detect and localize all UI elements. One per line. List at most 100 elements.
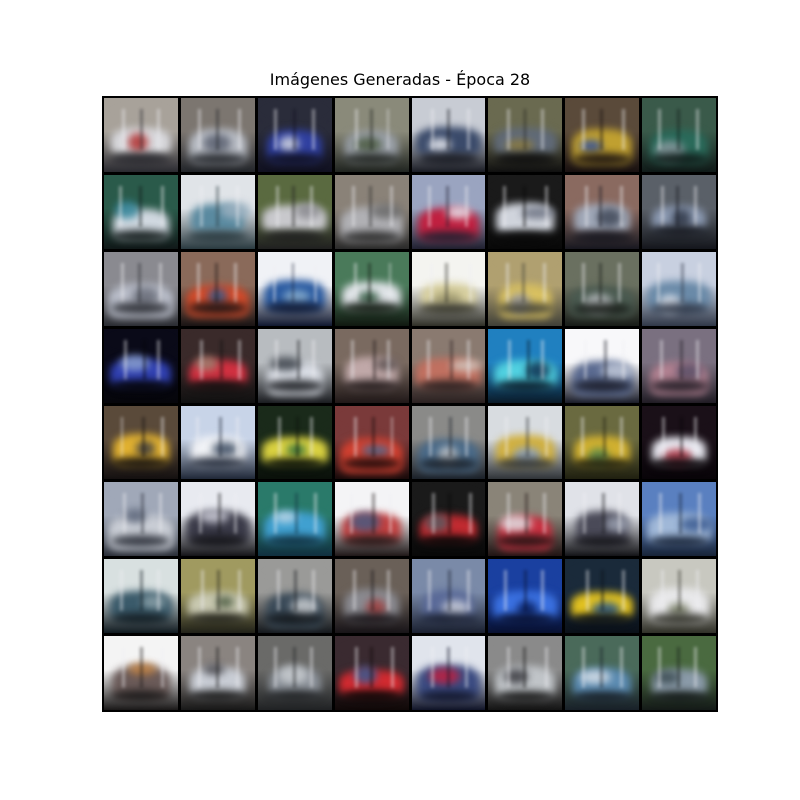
- generated-image-tile: [257, 559, 332, 634]
- tile-accent: [349, 512, 381, 532]
- tile-haze: [104, 405, 178, 436]
- generated-image-tile: [488, 328, 563, 403]
- tile-artifact-streak: [429, 416, 433, 458]
- tile-haze: [257, 405, 332, 436]
- tile-artifact-streak: [541, 339, 545, 381]
- tile-underside: [265, 230, 325, 243]
- tile-artifact-streak: [464, 647, 468, 688]
- tile-underside: [188, 230, 248, 243]
- generated-image-tile: [411, 328, 486, 403]
- tile-artifact-streak: [426, 339, 430, 381]
- tile-artifact-streak: [293, 109, 297, 150]
- tile-artifact-streak: [681, 262, 685, 304]
- tile-artifact-streak: [196, 416, 200, 458]
- tile-accent: [366, 598, 386, 618]
- tile-underside: [265, 612, 325, 625]
- generated-image-grid: [104, 98, 716, 710]
- generated-image-tile: [334, 98, 409, 172]
- tile-underside: [495, 613, 555, 625]
- tile-accent: [441, 599, 469, 618]
- generated-image-tile: [180, 559, 255, 634]
- tile-artifact-streak: [219, 339, 223, 381]
- tile-haze: [642, 251, 716, 282]
- tile-accent: [123, 508, 146, 524]
- tile-haze: [180, 328, 255, 359]
- tile-accent: [207, 288, 228, 305]
- generated-image-tile: [565, 482, 640, 557]
- tile-artifact-streak: [450, 339, 454, 381]
- tile-accent: [433, 291, 462, 305]
- tile-haze: [104, 251, 178, 282]
- generated-image-tile: [565, 174, 640, 249]
- tile-accent: [525, 360, 551, 380]
- tile-artifact-streak: [521, 262, 525, 304]
- tile-underside: [188, 379, 248, 392]
- image-grid-frame: [102, 96, 718, 712]
- tile-artifact-streak: [123, 493, 126, 535]
- tile-underside: [342, 153, 402, 165]
- tile-accent: [115, 200, 139, 219]
- tile-artifact-streak: [583, 493, 587, 535]
- tile-artifact-streak: [233, 493, 237, 535]
- tile-haze: [257, 251, 332, 282]
- tile-artifact-streak: [582, 109, 586, 150]
- generated-image-tile: [334, 559, 409, 634]
- tile-artifact-streak: [506, 647, 510, 688]
- tile-artifact-streak: [355, 109, 359, 150]
- tile-artifact-streak: [677, 109, 680, 150]
- tile-haze: [488, 559, 563, 589]
- tile-artifact-streak: [218, 416, 222, 458]
- tile-accent: [424, 513, 449, 532]
- tile-underside: [265, 379, 325, 392]
- generated-image-tile: [180, 328, 255, 403]
- tile-artifact-streak: [680, 339, 684, 381]
- tile-artifact-streak: [468, 262, 472, 304]
- tile-underside: [342, 230, 402, 243]
- tile-artifact-streak: [506, 109, 510, 150]
- tile-artifact-streak: [373, 339, 377, 381]
- tile-underside: [111, 457, 171, 470]
- tile-artifact-streak: [123, 339, 127, 381]
- tile-artifact-streak: [214, 262, 218, 304]
- tile-haze: [257, 328, 332, 359]
- generated-image-tile: [257, 174, 332, 249]
- tile-artifact-streak: [310, 416, 314, 458]
- tile-artifact-streak: [217, 570, 221, 611]
- tile-artifact-streak: [584, 339, 588, 381]
- generated-image-tile: [104, 174, 178, 249]
- tile-underside: [342, 457, 402, 470]
- tile-accent: [199, 510, 229, 524]
- tile-artifact-streak: [505, 262, 509, 304]
- tile-artifact-streak: [314, 493, 318, 535]
- tile-accent: [521, 206, 555, 219]
- generated-image-tile: [642, 98, 716, 172]
- tile-accent: [579, 669, 612, 684]
- tile-artifact-streak: [696, 570, 700, 611]
- tile-artifact-streak: [292, 185, 296, 227]
- tile-artifact-streak: [430, 647, 434, 688]
- tile-artifact-streak: [696, 109, 699, 150]
- tile-artifact-streak: [603, 339, 607, 381]
- tile-artifact-streak: [599, 185, 603, 227]
- generated-image-tile: [334, 174, 409, 249]
- tile-underside: [111, 379, 171, 392]
- generated-image-tile: [334, 328, 409, 403]
- generated-image-tile: [642, 636, 716, 710]
- tile-artifact-streak: [351, 185, 355, 227]
- tile-underside: [418, 380, 478, 392]
- tile-artifact-streak: [659, 339, 663, 381]
- generated-image-tile: [642, 482, 716, 557]
- tile-haze: [565, 98, 640, 128]
- tile-artifact-streak: [445, 185, 449, 227]
- tile-haze: [565, 636, 640, 666]
- generated-image-tile: [642, 251, 716, 326]
- tile-haze: [411, 559, 486, 589]
- tile-artifact-streak: [661, 570, 665, 611]
- tile-haze: [642, 559, 716, 589]
- tile-underside: [418, 690, 478, 703]
- tile-artifact-streak: [679, 416, 683, 458]
- tile-underside: [572, 690, 632, 703]
- tile-artifact-streak: [161, 185, 165, 227]
- tile-accent: [291, 597, 318, 618]
- tile-artifact-streak: [545, 416, 549, 458]
